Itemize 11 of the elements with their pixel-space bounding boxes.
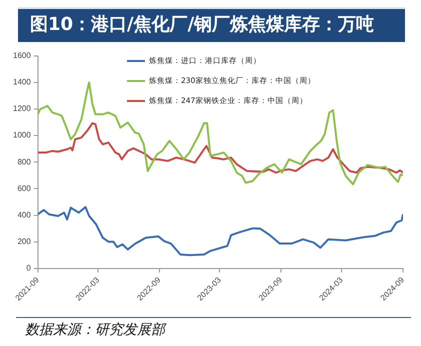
y-tick-label: 400 [17, 210, 32, 220]
y-tick-label: 600 [17, 184, 32, 193]
y-tick-label: 1400 [13, 78, 32, 87]
source-note: 数据来源：研究发展部 [25, 321, 165, 339]
y-tick-label: 1600 [13, 51, 32, 60]
y-tick-label: 1200 [13, 104, 32, 114]
y-tick-label: 200 [17, 237, 32, 246]
y-tick-label: 0 [26, 264, 32, 273]
y-tick-label: 800 [17, 157, 32, 166]
y-tick-label: 1000 [13, 130, 32, 140]
chart-title: 图10：港口/焦化厂/钢厂炼焦煤库存：万吨 [18, 9, 405, 40]
